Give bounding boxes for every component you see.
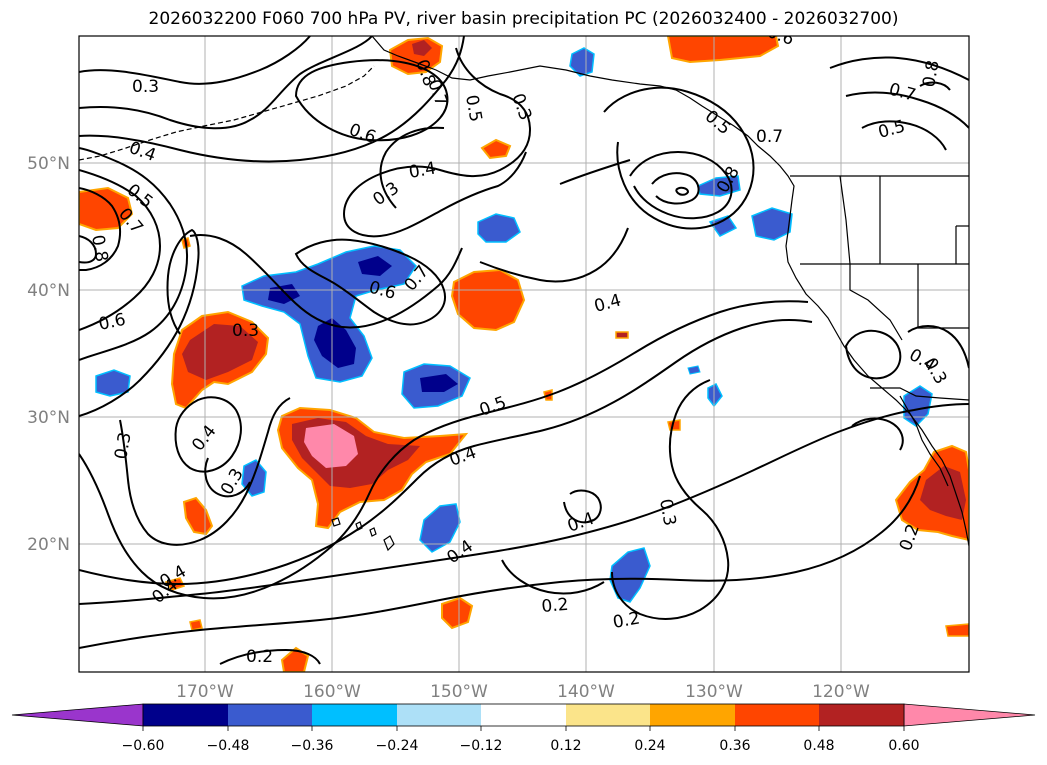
colorbar-bin [228, 704, 312, 726]
pv-contours [79, 36, 969, 665]
contour-label: 0.7 [756, 127, 783, 147]
colorbar-bin [566, 704, 650, 726]
lon-label-140w: 140°W [557, 682, 615, 702]
colorbar-bin [397, 704, 481, 726]
colorbar-tick-label: 0.24 [634, 738, 665, 754]
lat-label-20n: 20°N [27, 535, 70, 555]
contour-label: 0.4 [407, 159, 437, 183]
contour-label: 0.3 [232, 321, 259, 341]
colorbar-tick-label: 0.48 [803, 738, 834, 754]
colorbar-under-triangle [11, 703, 144, 727]
colorbar-tick-label: 0.36 [719, 738, 750, 754]
map-frame [78, 35, 970, 673]
lon-label-170w: 170°W [176, 682, 234, 702]
lat-label-40n: 40°N [27, 281, 70, 301]
colorbar-tick-label: −0.36 [291, 738, 334, 754]
contour-label: 0.3 [132, 77, 159, 97]
contour-label: 0.8 [919, 59, 943, 89]
colorbar-tick-label: −0.48 [207, 738, 250, 754]
colorbar-tick-label: −0.12 [460, 738, 503, 754]
lon-label-150w: 150°W [430, 682, 488, 702]
colorbar-bin [481, 704, 566, 726]
lat-label-50n: 50°N [27, 154, 70, 174]
precip-anomaly-fills [79, 36, 969, 672]
colorbar-tick-label: 0.12 [550, 738, 581, 754]
colorbar-tick-label: 0.60 [888, 738, 919, 754]
contour-label: 0.5 [461, 93, 485, 123]
contour-label: 0.2 [611, 609, 641, 633]
colorbar: −0.60 −0.48 −0.36 −0.24 −0.12 0.12 0.24 … [11, 703, 1036, 754]
colorbar-bin [143, 704, 228, 726]
lon-label-160w: 160°W [303, 682, 361, 702]
contour-label: 0.2 [541, 595, 570, 617]
colorbar-tick-label: −0.60 [122, 738, 165, 754]
contour-label: 0.3 [655, 497, 679, 527]
lon-label-130w: 130°W [685, 682, 743, 702]
longitude-labels: 170°W 160°W 150°W 140°W 130°W 120°W [176, 682, 870, 702]
colorbar-bin [735, 704, 819, 726]
colorbar-bin [819, 704, 904, 726]
contour-label: 0.8 [87, 233, 111, 263]
graticule [79, 36, 969, 672]
latitude-labels: 50°N 40°N 30°N 20°N [27, 154, 70, 555]
lon-label-120w: 120°W [812, 682, 870, 702]
contour-label: 0.2 [246, 647, 273, 667]
lat-label-30n: 30°N [27, 408, 70, 428]
colorbar-bin [650, 704, 735, 726]
colorbar-tick-label: −0.24 [376, 738, 419, 754]
map-panel: 0.3 0.4 0.5 0.7 0.8 0.6 0.3 0.4 0.3 0.6 … [79, 36, 969, 672]
map-title: 2026032200 F060 700 hPa PV, river basin … [148, 9, 899, 29]
colorbar-bin [312, 704, 397, 726]
contour-label: 0.3 [111, 431, 135, 461]
colorbar-over-triangle [903, 703, 1036, 727]
